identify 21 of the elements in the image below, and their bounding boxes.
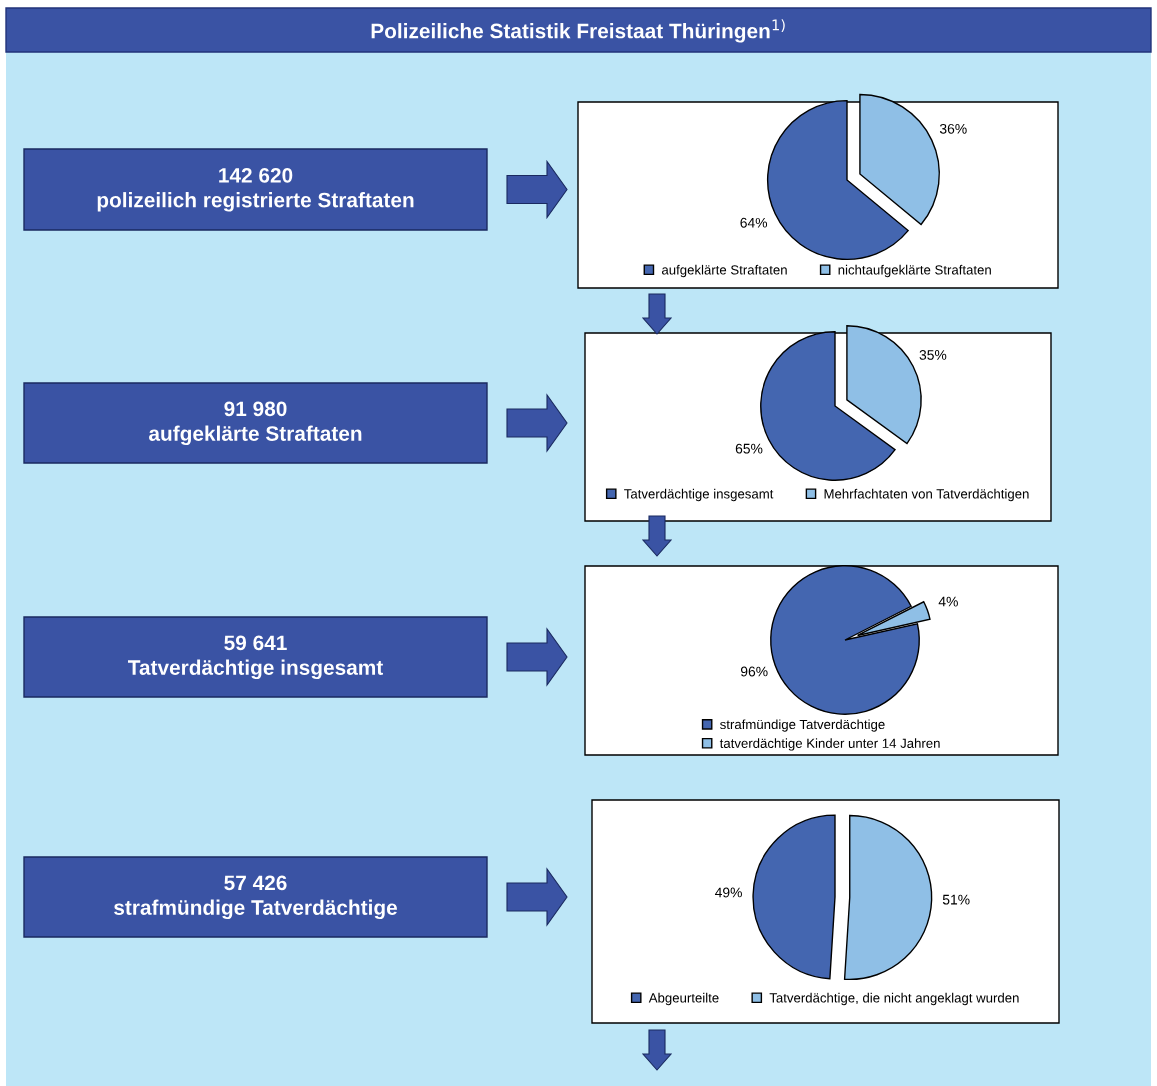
- data-label: 64%: [740, 217, 768, 228]
- data-label: 65%: [735, 443, 763, 454]
- data-label: 35%: [919, 350, 947, 360]
- legend-label: strafmündige Tatverdächtige: [720, 719, 885, 732]
- legend-label: nichtaufgeklärte Straftaten: [838, 264, 991, 278]
- legend-label: tatverdächtige Kinder unter 14 Jahren: [719, 738, 940, 751]
- data-label: 49%: [714, 887, 742, 898]
- legend-label: aufgeklärte Straftaten: [661, 264, 787, 278]
- data-label: 51%: [942, 894, 970, 905]
- text: 59 641 Tatverdächtige insgesamt: [128, 635, 383, 680]
- legend-label: Mehrfachtaten von Tatverdächtigen: [824, 488, 1029, 502]
- text: 57 426 strafmündige Tatverdächtige: [114, 875, 397, 920]
- data-label: 36%: [939, 123, 967, 134]
- data-label: 96%: [740, 666, 768, 677]
- legend-label: Tatverdächtige insgesamt: [624, 488, 774, 502]
- text: 142 620 polizeilich registrierte Straftaten: [97, 167, 414, 212]
- data-label: 4%: [938, 596, 958, 607]
- legend-label: Abgeurteilte: [648, 992, 719, 1006]
- legend-label: Tatverdächtige, die nicht angeklagt wurden: [769, 992, 1019, 1006]
- text: Polizeiliche Statistik Freistaat Thüringen$^{1)}$: [371, 19, 785, 43]
- text: 91 980 aufgeklärte Straftaten: [149, 401, 362, 446]
